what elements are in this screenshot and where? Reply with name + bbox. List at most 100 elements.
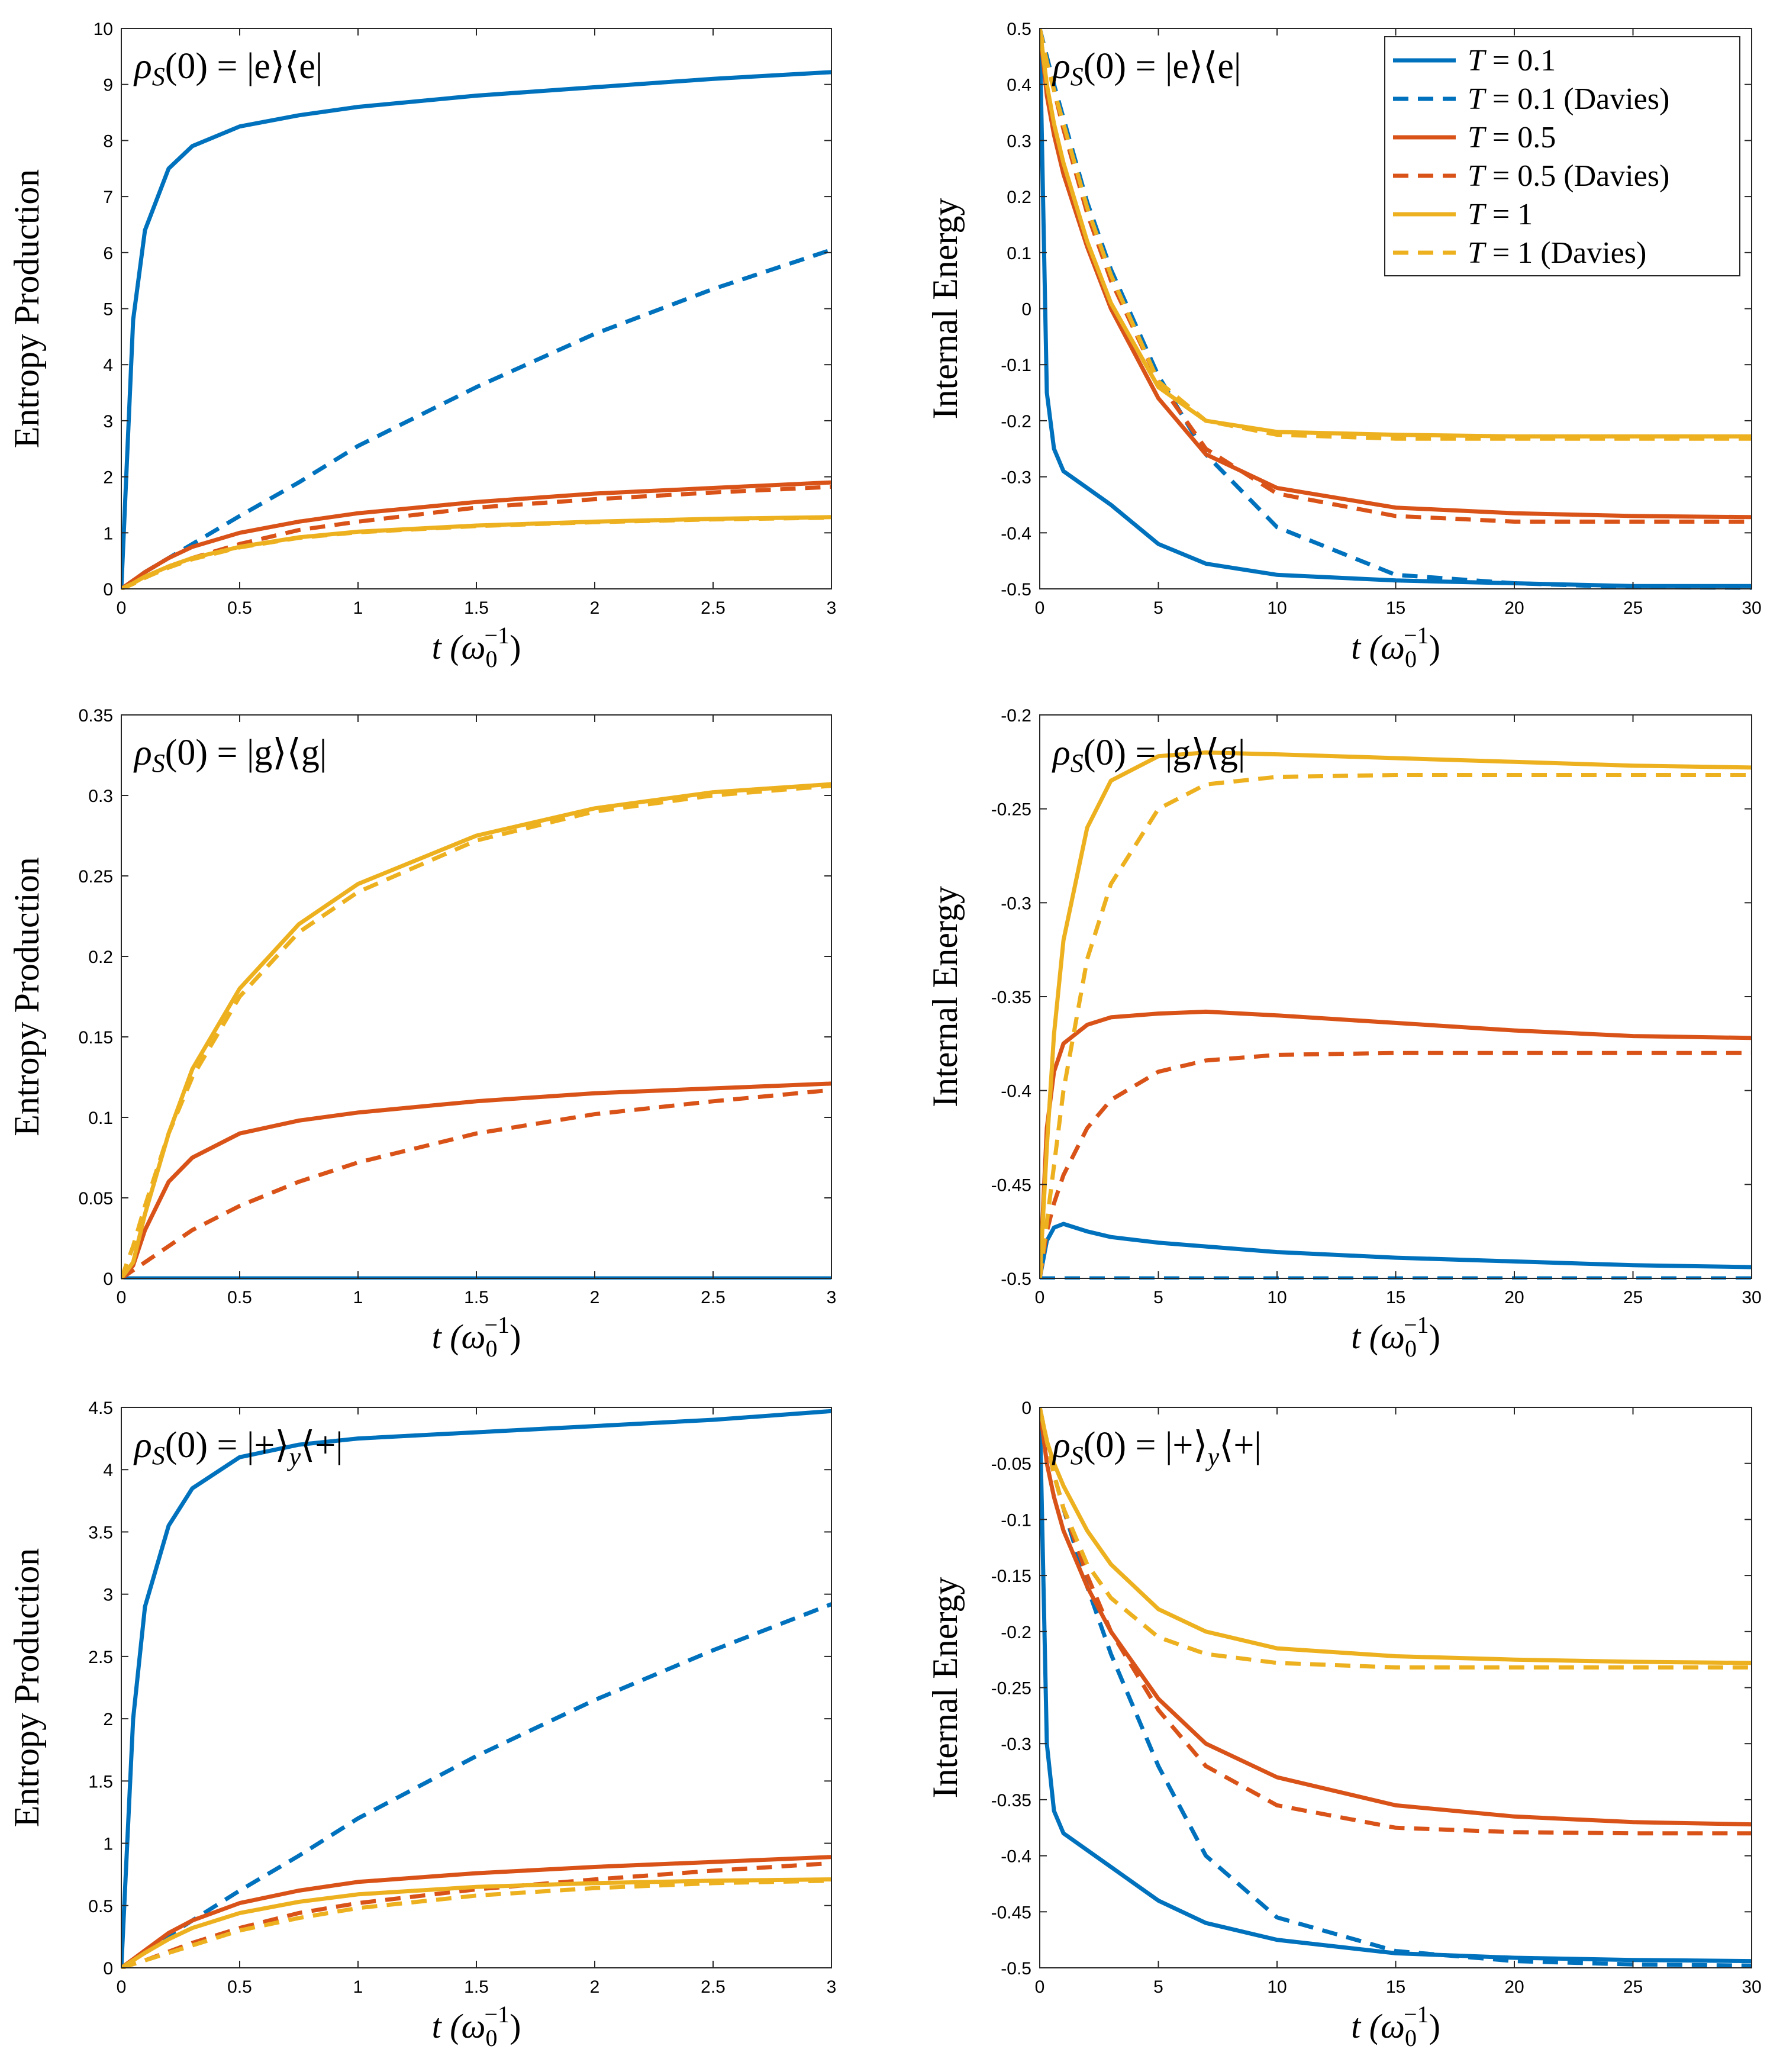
x-tick-label: 2.5 xyxy=(701,1977,726,1997)
x-tick-label: 10 xyxy=(1267,1288,1287,1307)
y-tick-label: -0.3 xyxy=(1001,468,1031,488)
x-tick-label: 0.5 xyxy=(227,1288,252,1307)
y-tick-label: -0.3 xyxy=(1001,1735,1031,1754)
x-tick-label: 0 xyxy=(1035,598,1045,618)
series-line-t-1 xyxy=(121,1877,831,1969)
series-line-t-0-1 xyxy=(1040,1407,1752,1964)
y-tick-label: -0.2 xyxy=(1001,706,1031,726)
series-line-t-0-5 xyxy=(1040,1407,1752,1827)
x-tick-label: 10 xyxy=(1267,1977,1287,1997)
y-tick-label: 2 xyxy=(103,1710,113,1729)
series-line-t-0-1 xyxy=(121,1409,831,1968)
y-tick-label: 0.35 xyxy=(79,706,113,726)
x-tick-label: 5 xyxy=(1153,1288,1163,1307)
y-tick-label: -0.4 xyxy=(1001,524,1031,543)
x-tick-label: 25 xyxy=(1623,598,1643,618)
y-tick-label: 0.05 xyxy=(79,1189,113,1209)
series-line-t-1-davies- xyxy=(121,784,831,1280)
state-annotation: ρS(0) = |+⟩y⟨+| xyxy=(1052,1425,1262,1471)
y-tick-label: 0 xyxy=(1021,300,1031,320)
y-tick-label: -0.15 xyxy=(991,1567,1031,1586)
series-line-t-0-5 xyxy=(1040,28,1752,520)
series-line-t-1-davies- xyxy=(121,1878,831,1969)
series-line-t-0-5-davies- xyxy=(121,485,831,590)
legend-label: T = 1 xyxy=(1468,198,1533,231)
y-tick-label: 8 xyxy=(103,131,113,151)
y-tick-label: 0.25 xyxy=(79,867,113,887)
y-tick-label: -0.3 xyxy=(1001,894,1031,913)
series-group xyxy=(121,70,831,590)
series-group xyxy=(1040,1407,1752,1968)
series-line-t-0-5-davies- xyxy=(1040,1050,1752,1279)
y-tick-label: -0.25 xyxy=(991,1679,1031,1699)
y-tick-label: 0 xyxy=(1021,1398,1031,1418)
x-tick-label: 1.5 xyxy=(464,598,489,618)
y-tick-label: 1.5 xyxy=(88,1772,113,1791)
x-tick-label: 0 xyxy=(1035,1977,1045,1997)
y-tick-label: 0.1 xyxy=(1007,244,1031,263)
state-annotation: ρS(0) = |e⟩⟨e| xyxy=(1052,46,1241,91)
series-line-t-0-5 xyxy=(121,480,831,590)
x-tick-label: 1 xyxy=(353,1977,363,1997)
y-tick-label: 5 xyxy=(103,300,113,320)
x-tick-label: 25 xyxy=(1623,1288,1643,1307)
y-axis-label: Internal Energy xyxy=(926,886,965,1107)
x-tick-label: 5 xyxy=(1153,1977,1163,1997)
y-tick-label: 7 xyxy=(103,188,113,207)
series-line-t-0-5 xyxy=(1040,1009,1752,1279)
plot-area xyxy=(121,1407,831,1968)
y-tick-label: -0.5 xyxy=(1001,1269,1031,1289)
y-tick-label: 0.4 xyxy=(1007,76,1031,95)
panel-ie_g: 0 5 10 15 20 25 30 -0.5 -0.45 -0.4 -0.35 -0.3 -0.25 -… xyxy=(926,706,1762,1362)
series-line-t-1 xyxy=(1040,750,1752,1279)
x-axis-label: t (ω0−1) xyxy=(432,2001,521,2051)
x-tick-label: 3 xyxy=(827,1977,837,1997)
plot-area xyxy=(1040,715,1752,1278)
plot-area xyxy=(1040,1407,1752,1968)
state-annotation: ρS(0) = |+⟩y⟨+| xyxy=(133,1425,343,1471)
x-tick-label: 15 xyxy=(1386,1288,1405,1307)
x-tick-label: 0 xyxy=(1035,1288,1045,1307)
x-tick-label: 0 xyxy=(117,1977,127,1997)
series-line-t-1-davies- xyxy=(121,515,831,590)
x-axis-label: t (ω0−1) xyxy=(432,1311,521,1362)
y-tick-label: -0.5 xyxy=(1001,1959,1031,1978)
y-tick-label: 0.2 xyxy=(88,948,113,967)
panel-ep_p: 0 0.5 1 1.5 2 2.5 3 0 0.5 1 1.5 2 2.5 3 3.5 4 4.5 Entropy… xyxy=(7,1398,836,2051)
legend: T = 0.1 T = 0.1 (Davies) T = 0.5 T = 0.5 (D… xyxy=(1384,36,1740,276)
y-tick-label: 0.5 xyxy=(1007,20,1031,39)
x-axis-label: t (ω0−1) xyxy=(432,622,521,672)
y-tick-label: -0.35 xyxy=(991,988,1031,1007)
x-tick-label: 2.5 xyxy=(701,1288,726,1307)
y-tick-label: 0.5 xyxy=(88,1897,113,1916)
x-tick-label: 2.5 xyxy=(701,598,726,618)
y-axis-label: Entropy Production xyxy=(7,169,46,449)
y-tick-label: -0.1 xyxy=(1001,1510,1031,1530)
series-line-t-1-davies- xyxy=(1040,28,1752,441)
series-line-t-0-1 xyxy=(121,70,831,589)
legend-label: T = 1 (Davies) xyxy=(1468,236,1646,270)
y-tick-label: 0.2 xyxy=(1007,188,1031,207)
y-tick-label: -0.45 xyxy=(991,1175,1031,1195)
x-tick-label: 20 xyxy=(1504,1977,1524,1997)
y-tick-label: 0.3 xyxy=(1007,131,1031,151)
y-tick-label: -0.45 xyxy=(991,1903,1031,1922)
y-tick-label: -0.5 xyxy=(1001,580,1031,600)
series-line-t-0-5-davies- xyxy=(121,1088,831,1280)
x-tick-label: 1 xyxy=(353,1288,363,1307)
series-line-t-0-5 xyxy=(121,1081,831,1280)
x-axis-label: t (ω0−1) xyxy=(1351,622,1440,672)
legend-box xyxy=(1384,36,1740,276)
y-tick-label: 1 xyxy=(103,1835,113,1854)
x-tick-label: 20 xyxy=(1504,1288,1524,1307)
series-line-t-1 xyxy=(121,782,831,1280)
series-line-t-1-davies- xyxy=(1040,773,1752,1279)
x-tick-label: 5 xyxy=(1153,598,1163,618)
panel-ie_p: 0 5 10 15 20 25 30 -0.5 -0.45 -0.4 -0.35 -0.3 -0.25 -… xyxy=(926,1398,1762,2051)
y-tick-label: -0.25 xyxy=(991,800,1031,820)
legend-label: T = 0.1 xyxy=(1468,44,1556,78)
y-tick-label: 1 xyxy=(103,524,113,543)
x-tick-label: 3 xyxy=(827,1288,837,1307)
y-tick-label: 2 xyxy=(103,468,113,488)
